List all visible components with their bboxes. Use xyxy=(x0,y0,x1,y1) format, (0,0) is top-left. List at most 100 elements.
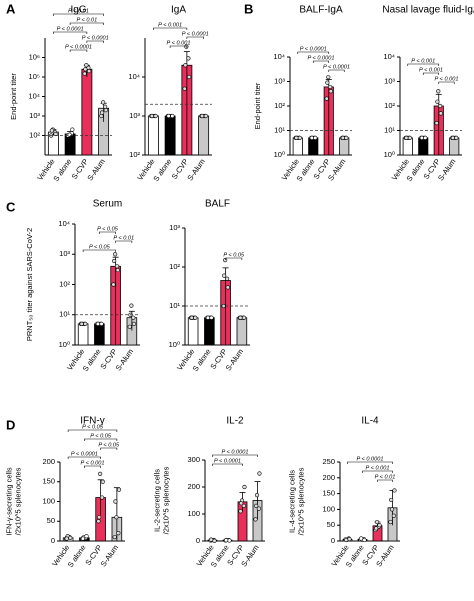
y-axis-label: End-point titer xyxy=(253,82,262,129)
y-tick-label: 10⁴ xyxy=(383,52,395,61)
data-point xyxy=(404,135,409,140)
significance-bracket xyxy=(377,479,393,482)
significance-bracket xyxy=(362,470,393,473)
significance-bracket xyxy=(67,429,118,432)
y-axis-label: /2x10^5 splenocytes xyxy=(13,467,22,535)
data-point xyxy=(359,536,364,541)
y-axis-label: PRNT₅₀ titer against SARS-CoV-2 xyxy=(25,228,34,341)
bar xyxy=(187,317,199,346)
chart-title: IgA xyxy=(171,5,186,16)
data-point xyxy=(153,113,158,119)
x-tick-label: S-Alum xyxy=(185,157,206,182)
y-tick-label: 100 xyxy=(42,496,55,505)
data-point xyxy=(423,135,428,140)
y-tick-label: 10² xyxy=(59,279,70,288)
data-point xyxy=(340,135,345,140)
bar xyxy=(94,323,105,346)
data-point xyxy=(114,515,119,520)
data-point xyxy=(203,113,208,119)
y-tick-label: 10¹ xyxy=(59,310,70,319)
data-point xyxy=(392,488,397,493)
y-axis-label: End-point titer xyxy=(9,73,18,120)
data-point xyxy=(170,113,175,119)
data-point xyxy=(419,135,424,140)
significance-bracket xyxy=(82,249,116,252)
y-tick-label: 10⁰ xyxy=(384,150,395,159)
data-point xyxy=(450,135,455,140)
data-point xyxy=(438,103,443,109)
bar xyxy=(77,323,89,346)
p-value-label: P < 0.001 xyxy=(167,40,191,46)
p-value-label: P < 0.05 xyxy=(90,433,112,439)
data-point xyxy=(313,135,318,140)
data-point xyxy=(68,535,73,540)
p-value-label: P < 0.0001 xyxy=(71,451,98,457)
y-tick-label: 200 xyxy=(187,482,200,491)
y-tick-label: 300 xyxy=(187,455,200,464)
data-point xyxy=(377,523,382,528)
data-point xyxy=(83,67,88,72)
significance-bracket xyxy=(67,456,101,459)
bar xyxy=(308,137,319,156)
data-point xyxy=(200,113,205,119)
significance-bracket xyxy=(422,72,440,75)
data-point xyxy=(183,63,188,68)
y-axis-label: /2x10^5 splenocytes xyxy=(161,466,170,534)
data-point xyxy=(193,315,198,320)
significance-bracket xyxy=(69,49,88,52)
y-tick-label: 200 xyxy=(42,457,55,466)
data-point xyxy=(112,534,117,540)
data-point xyxy=(99,321,104,326)
data-point xyxy=(205,315,211,320)
data-point xyxy=(64,536,69,541)
chart-title: IL-4 xyxy=(361,416,379,427)
data-point xyxy=(253,517,258,522)
bar xyxy=(164,115,176,156)
data-point xyxy=(434,121,439,126)
data-point xyxy=(209,537,214,542)
significance-bracket xyxy=(53,13,104,16)
y-tick-label: 10¹ xyxy=(274,125,285,134)
data-point xyxy=(325,80,330,85)
y-tick-label: 100 xyxy=(322,504,335,513)
data-point xyxy=(112,258,117,264)
p-value-label: P < 0.0001 xyxy=(182,31,209,37)
data-point xyxy=(86,69,92,74)
p-value-label: P < 0.001 xyxy=(81,460,105,466)
data-point xyxy=(407,135,412,140)
bar xyxy=(198,115,210,156)
data-point xyxy=(224,276,230,281)
data-point xyxy=(242,484,247,490)
y-tick-label: 10⁰ xyxy=(274,150,285,159)
data-point xyxy=(328,89,333,94)
y-tick-label: 10³ xyxy=(274,76,285,85)
x-tick-label: S-Alum xyxy=(85,157,106,182)
y-tick-label: 10⁶ xyxy=(29,52,40,61)
data-point xyxy=(328,84,333,90)
data-point xyxy=(79,321,84,326)
y-tick-label: 10³ xyxy=(29,111,40,120)
data-point xyxy=(374,526,379,531)
y-tick-label: 250 xyxy=(322,457,335,466)
chart-title: Nasal lavage fluid-IgA xyxy=(382,5,474,16)
significance-bracket xyxy=(53,31,88,34)
panel-label: B xyxy=(244,1,253,16)
bar xyxy=(204,317,215,346)
y-tick-label: 10¹ xyxy=(169,301,180,310)
data-point xyxy=(256,506,261,511)
y-tick-label: 10³ xyxy=(59,249,70,258)
y-tick-label: 0 xyxy=(331,536,335,545)
data-point xyxy=(127,324,132,329)
p-value-label: P < 0.01 xyxy=(76,17,97,23)
p-value-label: P < 0.001 xyxy=(435,76,459,82)
significance-bracket xyxy=(100,447,118,450)
p-value-label: P < 0.05 xyxy=(89,244,111,250)
p-value-label: P < 0.0001 xyxy=(65,44,92,50)
data-point xyxy=(297,135,302,140)
y-tick-label: 10² xyxy=(29,130,40,139)
data-point xyxy=(294,135,299,140)
y-tick-label: 10⁰ xyxy=(169,340,180,349)
data-point xyxy=(96,519,101,524)
data-point xyxy=(129,303,134,308)
p-value-label: P < 0.0001 xyxy=(221,449,248,455)
